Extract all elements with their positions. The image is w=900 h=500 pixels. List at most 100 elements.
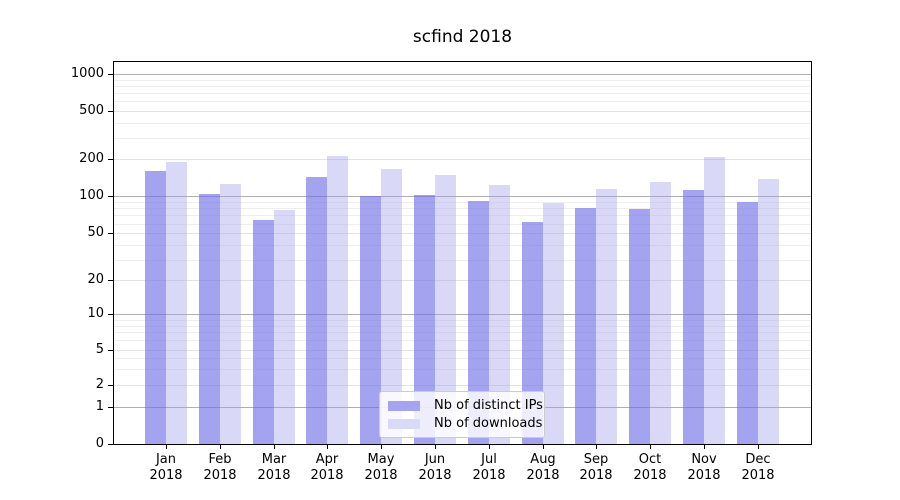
gridline-minor <box>114 245 811 246</box>
y-axis-tick <box>108 314 113 315</box>
x-axis-tick <box>274 445 275 449</box>
x-tick-month: May <box>367 452 395 467</box>
x-tick-year: 2018 <box>149 468 183 483</box>
bar-downloads <box>381 169 402 444</box>
legend-swatch-downloads <box>388 418 420 429</box>
bar-downloads <box>489 185 510 444</box>
x-tick-month: Dec <box>745 452 771 467</box>
legend-swatch-distinct-ips <box>388 400 420 411</box>
bar-downloads <box>274 210 295 444</box>
bar-distinct-ips <box>414 195 435 444</box>
x-tick-label: Feb 2018 <box>192 452 248 484</box>
bar-distinct-ips <box>253 220 274 444</box>
bar-downloads <box>220 184 241 444</box>
legend: Nb of distinct IPs Nb of downloads <box>379 391 545 438</box>
x-tick-year: 2018 <box>257 468 291 483</box>
x-tick-label: Jan 2018 <box>138 452 194 484</box>
y-tick-label: 100 <box>79 188 104 203</box>
x-axis-tick <box>381 445 382 449</box>
y-axis-tick <box>108 196 113 197</box>
gridline-mid <box>114 385 811 386</box>
x-tick-month: Sep <box>583 452 609 467</box>
gridline-major <box>114 196 811 197</box>
gridline-mid <box>114 350 811 351</box>
bar-downloads <box>704 157 725 444</box>
y-tick-label: 1 <box>95 399 104 414</box>
x-axis-tick <box>543 445 544 449</box>
bar-downloads <box>435 175 456 444</box>
y-tick-label: 2 <box>95 377 104 392</box>
x-axis-tick <box>327 445 328 449</box>
plot-area <box>113 61 812 445</box>
gridline-minor <box>114 326 811 327</box>
x-tick-year: 2018 <box>418 468 452 483</box>
bar-distinct-ips <box>306 177 327 444</box>
x-tick-label: Jun 2018 <box>407 452 463 484</box>
bar-downloads <box>543 203 564 444</box>
bar-distinct-ips <box>683 190 704 444</box>
x-tick-month: Oct <box>638 452 662 467</box>
bar-distinct-ips <box>629 209 650 444</box>
gridline-minor <box>114 86 811 87</box>
gridline-minor <box>114 138 811 139</box>
chart-title: scfind 2018 <box>412 27 513 47</box>
bar-distinct-ips <box>575 208 596 444</box>
x-tick-month: Apr <box>315 452 339 467</box>
y-tick-label: 500 <box>79 103 104 118</box>
gridline-minor <box>114 202 811 203</box>
x-axis-tick <box>435 445 436 449</box>
legend-label-downloads: Nb of downloads <box>434 416 543 431</box>
gridline-mid <box>114 280 811 281</box>
x-tick-month: Jul <box>481 452 497 467</box>
y-tick-label: 200 <box>79 151 104 166</box>
bar-downloads <box>327 156 348 444</box>
gridline-minor <box>114 369 811 370</box>
x-tick-year: 2018 <box>687 468 721 483</box>
y-axis-tick <box>108 233 113 234</box>
gridline-minor <box>114 260 811 261</box>
gridline-mid <box>114 159 811 160</box>
y-tick-label: 50 <box>87 225 104 240</box>
gridline-minor <box>114 224 811 225</box>
x-tick-year: 2018 <box>310 468 344 483</box>
x-axis-tick <box>650 445 651 449</box>
x-axis-tick <box>704 445 705 449</box>
y-axis-tick <box>108 350 113 351</box>
legend-label-distinct-ips: Nb of distinct IPs <box>434 398 543 413</box>
x-axis-tick <box>166 445 167 449</box>
y-tick-label: 0 <box>95 436 104 451</box>
gridline-minor <box>114 340 811 341</box>
y-tick-label: 1000 <box>70 66 104 81</box>
x-tick-year: 2018 <box>741 468 775 483</box>
x-tick-year: 2018 <box>472 468 506 483</box>
x-tick-label: Apr 2018 <box>299 452 355 484</box>
x-tick-year: 2018 <box>203 468 237 483</box>
y-axis-tick <box>108 111 113 112</box>
bar-distinct-ips <box>199 194 220 444</box>
bar-downloads <box>758 179 779 444</box>
gridline-major <box>114 314 811 315</box>
bar-downloads <box>596 189 617 444</box>
x-tick-month: Aug <box>530 452 556 467</box>
x-tick-month: Nov <box>691 452 717 467</box>
y-axis-tick <box>108 159 113 160</box>
gridline-minor <box>114 93 811 94</box>
gridline-minor <box>114 80 811 81</box>
gridline-minor <box>114 358 811 359</box>
gridline-major <box>114 74 811 75</box>
bar-downloads <box>166 162 187 444</box>
bar-distinct-ips <box>737 202 758 444</box>
y-axis-tick <box>108 74 113 75</box>
y-tick-label: 20 <box>87 272 104 287</box>
x-tick-year: 2018 <box>364 468 398 483</box>
x-tick-year: 2018 <box>633 468 667 483</box>
bar-distinct-ips <box>522 222 543 444</box>
bar-distinct-ips <box>468 201 489 444</box>
gridline-mid <box>114 233 811 234</box>
x-tick-label: Dec 2018 <box>730 452 786 484</box>
x-axis-tick <box>758 445 759 449</box>
x-tick-label: May 2018 <box>353 452 409 484</box>
bar-downloads <box>650 182 671 444</box>
y-axis-tick <box>108 385 113 386</box>
